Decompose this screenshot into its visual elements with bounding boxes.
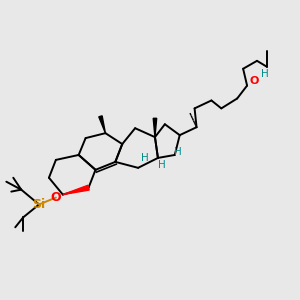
Polygon shape (99, 116, 105, 133)
Text: O: O (249, 76, 259, 85)
Text: H: H (174, 147, 182, 157)
Text: Si: Si (32, 198, 46, 211)
Polygon shape (153, 118, 157, 137)
Polygon shape (63, 185, 89, 195)
Text: O: O (51, 191, 61, 204)
Text: H: H (158, 160, 166, 170)
Text: H: H (261, 69, 269, 79)
Text: H: H (141, 153, 149, 163)
